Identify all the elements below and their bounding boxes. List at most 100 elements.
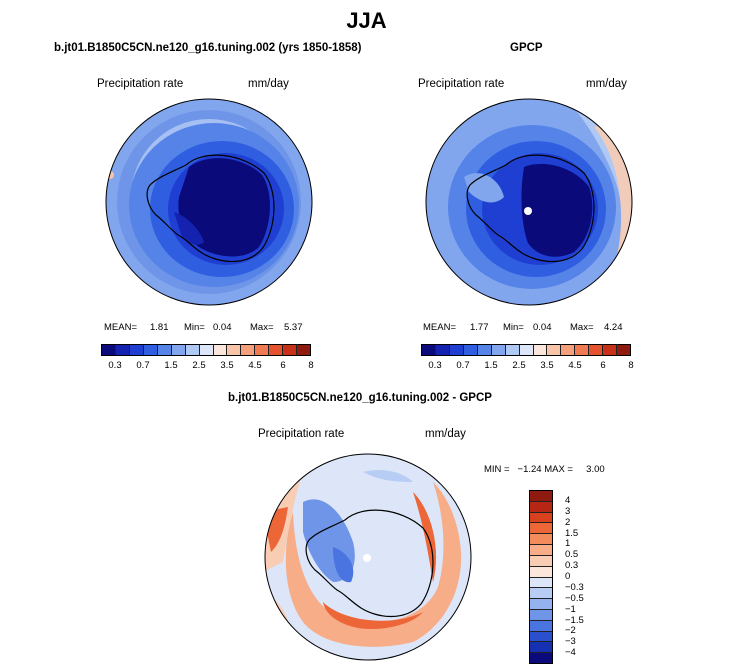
colorbar-swatch <box>530 642 552 654</box>
panel-3-variable: Precipitation rate <box>258 428 345 440</box>
colorbar-swatch <box>530 588 552 600</box>
colorbar-tick-label: 4 <box>565 494 571 506</box>
colorbar-tick-label: 6 <box>600 360 606 371</box>
panel-1-variable: Precipitation rate <box>97 78 184 90</box>
colorbar-swatch <box>530 577 552 589</box>
colorbar-tick-label: −1 <box>565 603 576 615</box>
panel-2-max-label: Max= <box>570 322 594 333</box>
colorbar-tick-label: 2 <box>565 516 571 528</box>
panel-1-mean-label: MEAN= <box>104 322 137 333</box>
panel-1-min-value: 0.04 <box>213 322 232 333</box>
panel-2-colorbar <box>421 344 631 356</box>
panel-2-polar-map <box>425 98 633 306</box>
colorbar-swatch <box>227 345 242 355</box>
colorbar-swatch <box>422 345 436 355</box>
colorbar-tick-label: 0.5 <box>565 549 579 561</box>
panel-3-stats: MIN = −1.24 MAX = 3.00 <box>484 464 605 475</box>
colorbar-swatch <box>115 345 130 355</box>
panel-2-max-value: 4.24 <box>604 322 623 333</box>
panel-1-units: mm/day <box>248 78 289 90</box>
panel-1-colorbar <box>101 344 311 356</box>
colorbar-tick-label: 4.5 <box>568 360 582 371</box>
panel-2-title: GPCP <box>510 42 543 54</box>
colorbar-swatch <box>530 491 552 502</box>
colorbar-swatch <box>199 345 214 355</box>
panel-1-max-label: Max= <box>250 322 274 333</box>
colorbar-swatch <box>505 345 520 355</box>
colorbar-tick-label: −0.3 <box>565 581 584 593</box>
panel-1-max-value: 5.37 <box>284 322 303 333</box>
panel-2-mean-value: 1.77 <box>470 322 489 333</box>
colorbar-tick-label: 1 <box>565 538 571 550</box>
colorbar-tick-label: 0.3 <box>428 360 442 371</box>
colorbar-tick-label: 2.5 <box>512 360 526 371</box>
colorbar-swatch <box>297 345 311 355</box>
panel-3-polar-map <box>264 453 472 661</box>
colorbar-tick-label: −1.5 <box>565 614 584 626</box>
panel-1-mean-value: 1.81 <box>150 322 169 333</box>
colorbar-swatch <box>143 345 158 355</box>
colorbar-swatch <box>530 631 552 643</box>
colorbar-swatch <box>213 345 228 355</box>
colorbar-tick-label: 0.7 <box>456 360 470 371</box>
colorbar-swatch <box>129 345 144 355</box>
colorbar-swatch <box>255 345 270 355</box>
panel-3-units: mm/day <box>425 428 466 440</box>
colorbar-swatch <box>530 599 552 610</box>
colorbar-swatch <box>530 523 552 535</box>
colorbar-tick-label: 3 <box>565 505 571 517</box>
colorbar-tick-label: −4 <box>565 647 576 659</box>
colorbar-tick-label: −2 <box>565 625 576 637</box>
colorbar-swatch <box>603 345 618 355</box>
colorbar-tick-label: 0 <box>565 571 571 582</box>
colorbar-swatch <box>157 345 172 355</box>
colorbar-swatch <box>283 345 298 355</box>
colorbar-swatch <box>530 534 552 546</box>
colorbar-swatch <box>269 345 284 355</box>
figure-title: JJA <box>346 8 387 33</box>
colorbar-tick-label: −3 <box>565 636 576 648</box>
colorbar-swatch <box>530 620 552 632</box>
colorbar-swatch <box>530 512 552 524</box>
colorbar-swatch <box>530 609 552 621</box>
colorbar-tick-label: 8 <box>308 360 314 371</box>
colorbar-swatch <box>519 345 534 355</box>
colorbar-tick-label: 1.5 <box>484 360 498 371</box>
colorbar-swatch <box>547 345 562 355</box>
colorbar-swatch <box>617 345 631 355</box>
colorbar-swatch <box>530 653 552 663</box>
colorbar-swatch <box>449 345 464 355</box>
panel-2-min-value: 0.04 <box>533 322 552 333</box>
colorbar-tick-label: 8 <box>628 360 634 371</box>
colorbar-tick-label: 4.5 <box>248 360 262 371</box>
colorbar-swatch <box>575 345 590 355</box>
colorbar-swatch <box>102 345 116 355</box>
colorbar-swatch <box>241 345 256 355</box>
colorbar-swatch <box>435 345 450 355</box>
colorbar-swatch <box>589 345 604 355</box>
colorbar-tick-label: 0.7 <box>136 360 150 371</box>
colorbar-swatch <box>561 345 576 355</box>
colorbar-tick-label: 1.5 <box>164 360 178 371</box>
colorbar-swatch <box>530 545 552 556</box>
colorbar-swatch <box>491 345 506 355</box>
colorbar-tick-label: 0.3 <box>108 360 122 371</box>
panel-2-units: mm/day <box>586 78 627 90</box>
colorbar-swatch <box>477 345 492 355</box>
colorbar-tick-label: 6 <box>280 360 286 371</box>
panel-2-min-label: Min= <box>503 322 524 333</box>
colorbar-swatch <box>171 345 186 355</box>
colorbar-tick-label: −0.5 <box>565 592 584 604</box>
colorbar-tick-label: 3.5 <box>540 360 554 371</box>
colorbar-tick-label: 0.3 <box>565 560 579 572</box>
panel-2-variable: Precipitation rate <box>418 78 505 90</box>
panel-3-title: b.jt01.B1850C5CN.ne120_g16.tuning.002 - … <box>228 392 492 404</box>
panel-1-min-label: Min= <box>184 322 205 333</box>
colorbar-swatch <box>185 345 200 355</box>
colorbar-tick-label: 1.5 <box>565 527 579 539</box>
colorbar-swatch <box>533 345 548 355</box>
panel-2-mean-label: MEAN= <box>423 322 456 333</box>
colorbar-swatch <box>530 555 552 567</box>
colorbar-tick-label: 3.5 <box>220 360 234 371</box>
colorbar-swatch <box>463 345 478 355</box>
